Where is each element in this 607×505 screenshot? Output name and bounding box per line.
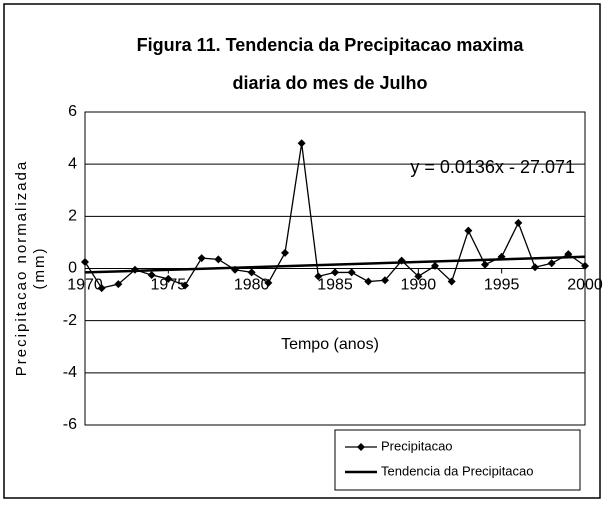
- y-tick-label: -4: [63, 364, 77, 381]
- data-point: [281, 248, 289, 257]
- chart-frame: [3, 3, 601, 499]
- data-point: [514, 218, 523, 227]
- legend-label: Tendencia da Precipitacao: [381, 463, 534, 478]
- data-point: [431, 261, 439, 270]
- chart-title: diaria do mes de Julho: [232, 73, 427, 93]
- y-tick-label: 6: [68, 103, 77, 120]
- x-tick-label: 1990: [401, 277, 437, 294]
- data-point: [347, 268, 356, 277]
- data-point: [564, 250, 573, 259]
- y-tick-label: 2: [68, 208, 77, 225]
- data-point: [531, 263, 539, 272]
- chart-title: Figura 11. Tendencia da Precipitacao max…: [137, 35, 525, 55]
- x-axis-label: Tempo (anos): [281, 336, 379, 353]
- data-point: [547, 259, 556, 268]
- data-point: [264, 278, 273, 287]
- legend-label: Precipitacao: [381, 438, 453, 453]
- x-tick-label: 2000: [567, 277, 603, 294]
- y-tick-label: -6: [63, 416, 77, 433]
- data-point: [147, 271, 156, 280]
- y-tick-label: -2: [63, 312, 77, 329]
- data-point: [297, 139, 306, 148]
- data-point: [97, 284, 106, 293]
- data-point: [197, 254, 206, 263]
- data-point: [247, 268, 256, 277]
- x-tick-label: 1995: [484, 277, 520, 294]
- legend-box: [334, 429, 581, 491]
- y-tick-label: 4: [68, 155, 77, 172]
- data-point: [181, 281, 189, 290]
- data-point: [447, 277, 456, 286]
- legend-marker: [357, 443, 365, 451]
- data-point: [581, 261, 589, 270]
- data-point: [114, 280, 123, 289]
- data-point: [331, 268, 339, 277]
- data-point: [364, 277, 373, 286]
- x-tick-label: 1985: [317, 277, 353, 294]
- data-point: [164, 274, 173, 283]
- series-line: [84, 255, 586, 274]
- data-point: [464, 226, 473, 235]
- data-point: [481, 260, 489, 269]
- data-point: [314, 272, 323, 281]
- y-axis-label: Precipitacao normalizada: [13, 160, 30, 376]
- y-tick-label: 0: [68, 260, 77, 277]
- x-tick-label: 1970: [67, 277, 103, 294]
- data-point: [414, 272, 423, 281]
- data-point: [381, 276, 389, 285]
- x-tick-label: 1980: [234, 277, 270, 294]
- data-point: [81, 257, 89, 266]
- y-axis-label: (mm): [31, 247, 48, 290]
- data-point: [214, 255, 223, 264]
- trend-equation: y = 0.0136x - 27.071: [410, 157, 575, 177]
- x-tick-label: 1975: [151, 277, 187, 294]
